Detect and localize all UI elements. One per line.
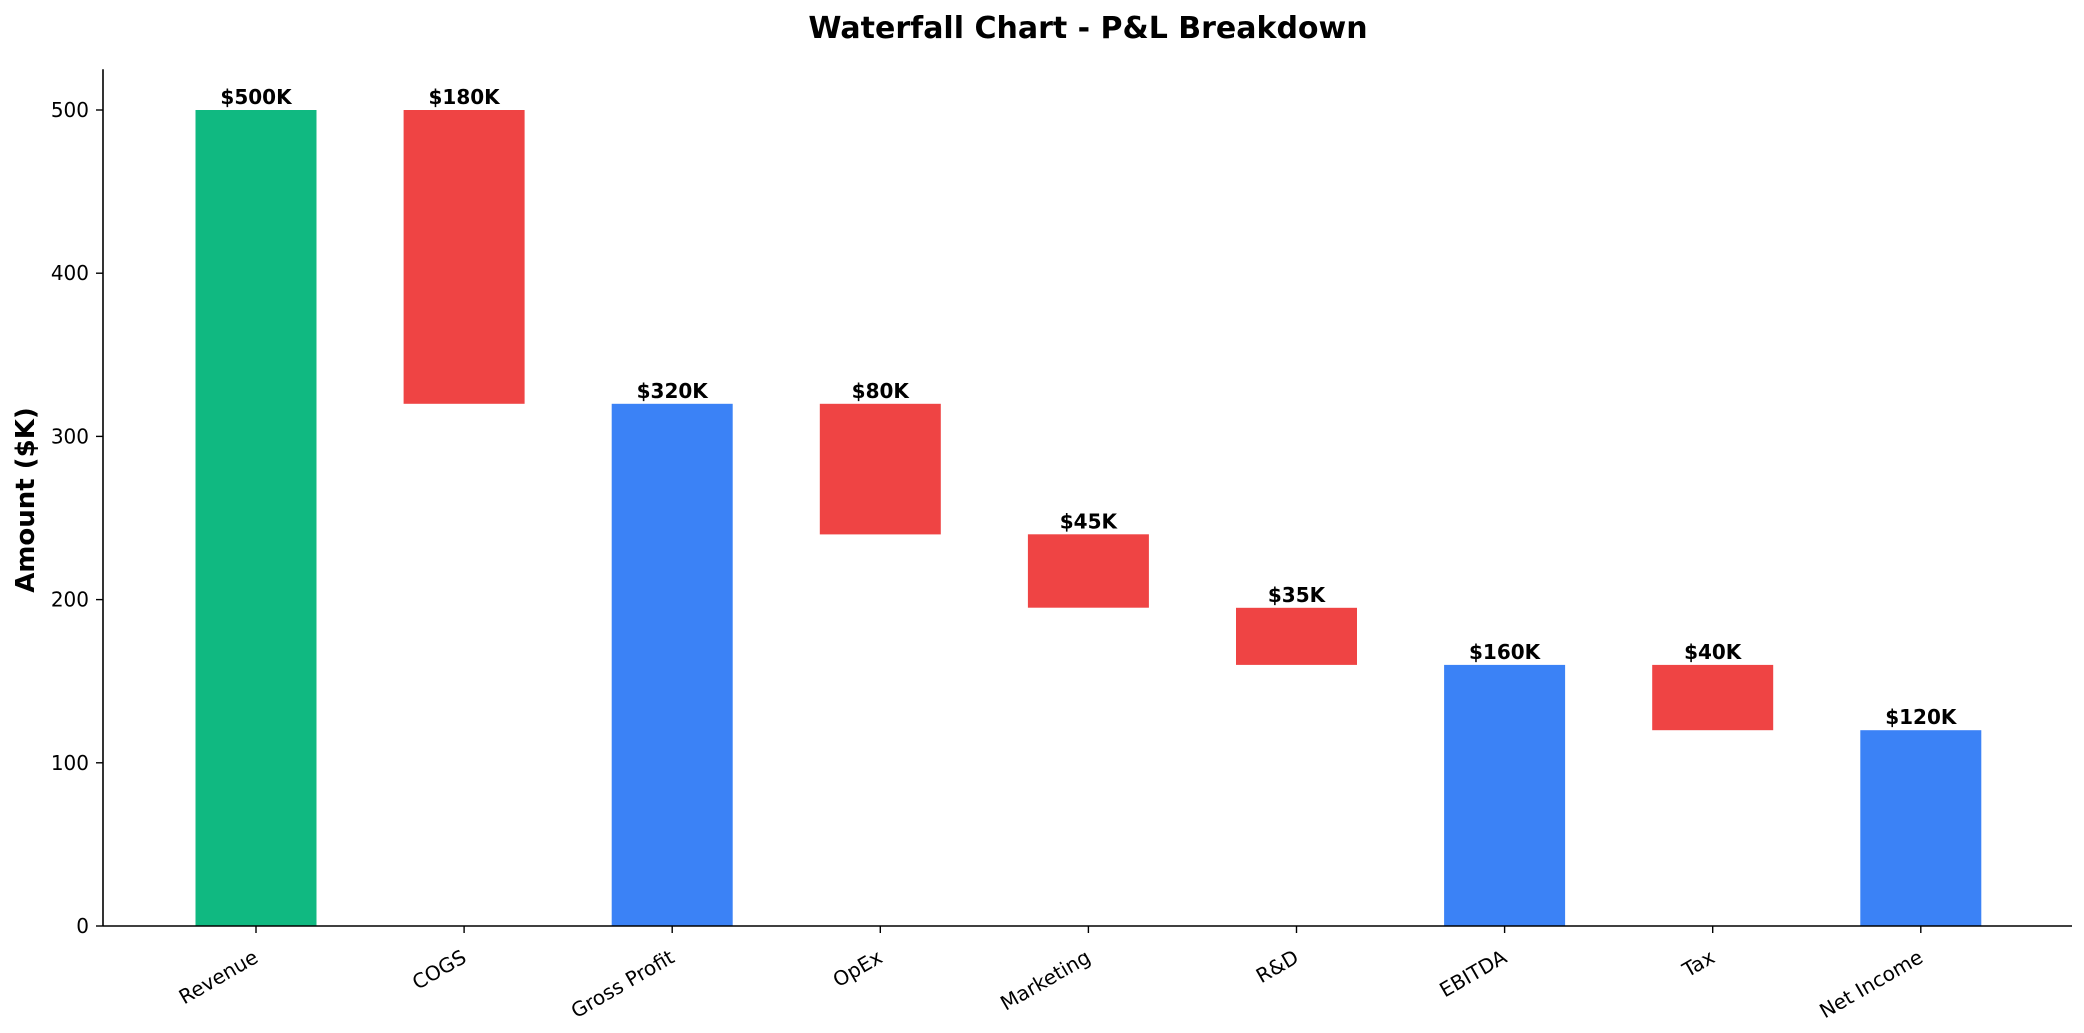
value-label: $180K bbox=[429, 85, 502, 109]
bar-opex bbox=[819, 403, 941, 535]
y-axis-label: Amount ($K) bbox=[11, 407, 41, 593]
value-label: $40K bbox=[1684, 640, 1743, 664]
bar-r-d bbox=[1236, 607, 1357, 665]
y-tick-label: 100 bbox=[51, 751, 89, 775]
value-label: $160K bbox=[1469, 640, 1542, 664]
value-label: $120K bbox=[1885, 705, 1958, 729]
x-tick-label: COGS bbox=[408, 945, 470, 995]
chart-title: Waterfall Chart - P&L Breakdown bbox=[808, 11, 1367, 46]
y-tick-label: 200 bbox=[51, 588, 89, 612]
bar-net-income bbox=[1860, 730, 1982, 926]
bar-tax bbox=[1652, 664, 1774, 731]
bar-revenue bbox=[195, 110, 317, 926]
value-label: $80K bbox=[852, 379, 911, 403]
x-tick-label: Revenue bbox=[175, 945, 262, 1009]
x-tick-label: Net Income bbox=[1815, 945, 1927, 1023]
x-tick-label: Tax bbox=[1677, 945, 1719, 983]
y-tick-label: 0 bbox=[76, 914, 89, 938]
x-tick-label: EBITDA bbox=[1435, 945, 1511, 1003]
bar-marketing bbox=[1027, 534, 1149, 608]
y-tick-label: 300 bbox=[51, 424, 89, 448]
x-tick-label: R&D bbox=[1252, 945, 1303, 988]
bar-ebitda bbox=[1444, 664, 1566, 926]
x-tick-label: Gross Profit bbox=[567, 945, 679, 1023]
x-tick-label: Marketing bbox=[996, 945, 1094, 1016]
value-label: $35K bbox=[1268, 583, 1327, 607]
bar-cogs bbox=[403, 110, 525, 404]
y-tick-label: 400 bbox=[51, 261, 89, 285]
value-label: $45K bbox=[1060, 509, 1119, 533]
x-tick-label: OpEx bbox=[829, 945, 887, 992]
bars-layer bbox=[195, 110, 1982, 926]
value-labels-layer: $500K $180K $320K $80K $45K $35K $160K $40K $120… bbox=[220, 85, 1957, 729]
y-tick-label: 500 bbox=[51, 98, 89, 122]
value-label: $320K bbox=[637, 379, 710, 403]
bar-gross-profit bbox=[611, 403, 733, 926]
value-label: $500K bbox=[220, 85, 293, 109]
